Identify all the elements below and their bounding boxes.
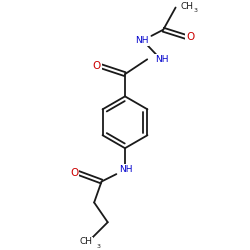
Text: NH: NH (119, 165, 132, 174)
Text: O: O (70, 168, 78, 178)
Text: CH: CH (80, 238, 92, 246)
Text: 3: 3 (193, 8, 197, 13)
Text: NH: NH (135, 36, 148, 45)
Text: O: O (92, 61, 101, 71)
Text: 3: 3 (97, 244, 101, 249)
Text: NH: NH (155, 55, 168, 64)
Text: CH: CH (180, 2, 193, 11)
Text: O: O (186, 32, 194, 42)
